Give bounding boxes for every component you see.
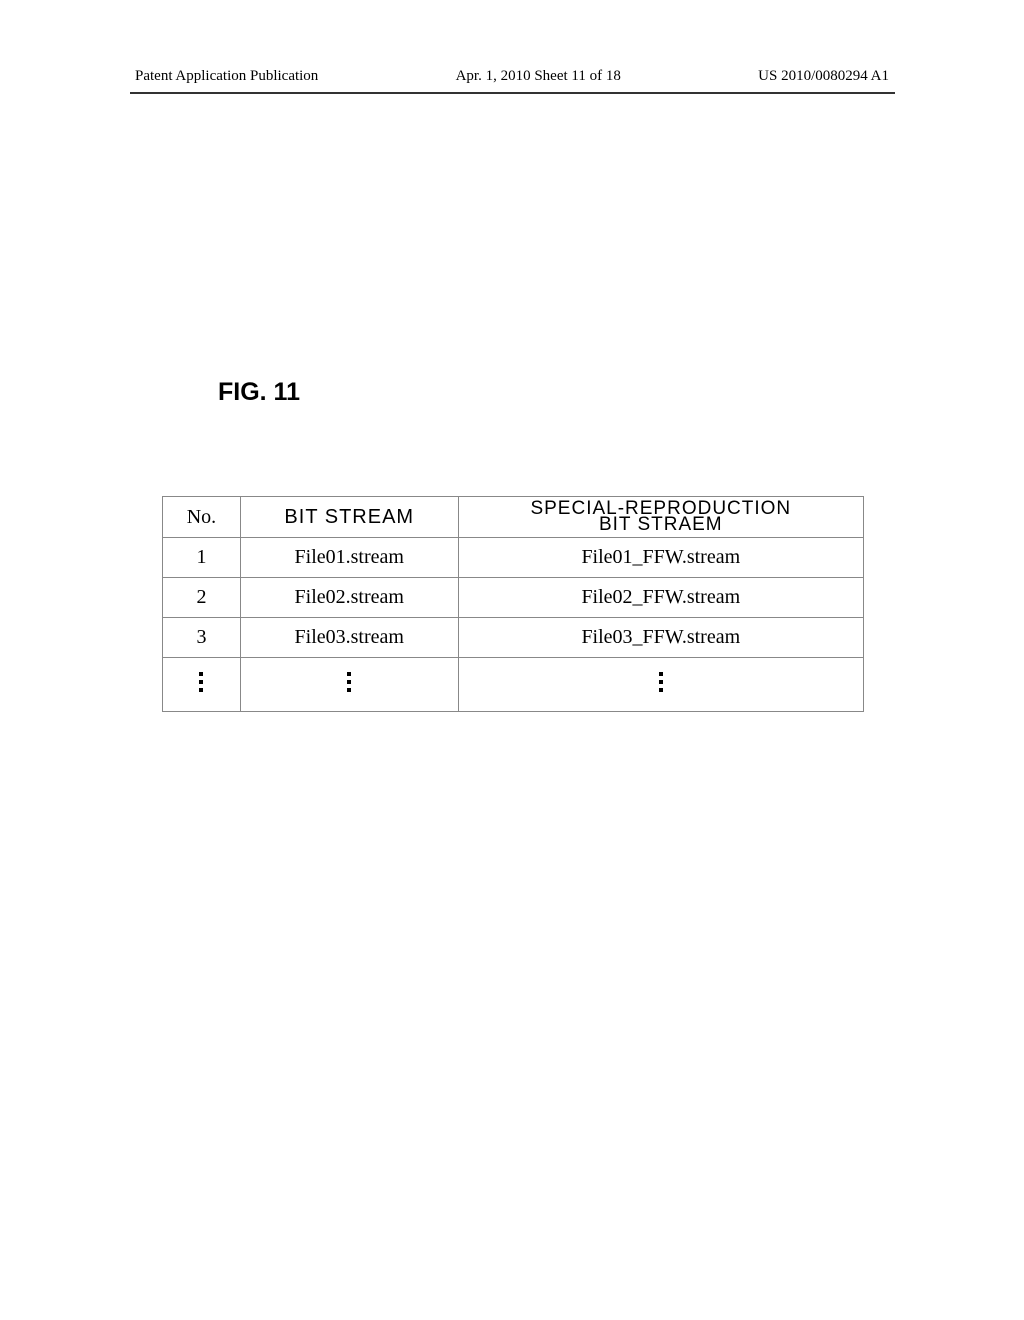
table-header-row: No. BIT STREAM SPECIAL-REPRODUCTION BIT … xyxy=(163,497,864,538)
cell-stream: File02.stream xyxy=(240,578,458,618)
figure-label: FIG. 11 xyxy=(218,378,300,407)
cell-vdots xyxy=(163,658,241,712)
header-publication: Patent Application Publication xyxy=(135,68,318,85)
col-header-no: No. xyxy=(163,497,241,538)
cell-special: File03_FFW.stream xyxy=(458,618,863,658)
header-patent-number: US 2010/0080294 A1 xyxy=(758,68,889,85)
cell-vdots xyxy=(240,658,458,712)
stream-table-wrap: No. BIT STREAM SPECIAL-REPRODUCTION BIT … xyxy=(162,496,864,712)
table-row: 2 File02.stream File02_FFW.stream xyxy=(163,578,864,618)
cell-special: File01_FFW.stream xyxy=(458,538,863,578)
cell-vdots xyxy=(458,658,863,712)
cell-stream: File03.stream xyxy=(240,618,458,658)
cell-stream: File01.stream xyxy=(240,538,458,578)
cell-no: 1 xyxy=(163,538,241,578)
table-row: 1 File01.stream File01_FFW.stream xyxy=(163,538,864,578)
header-divider xyxy=(130,92,895,94)
table-row: 3 File03.stream File03_FFW.stream xyxy=(163,618,864,658)
header-date-sheet: Apr. 1, 2010 Sheet 11 of 18 xyxy=(456,68,621,85)
col-header-bitstream: BIT STREAM xyxy=(240,497,458,538)
cell-no: 2 xyxy=(163,578,241,618)
table-row-continuation xyxy=(163,658,864,712)
col-header-special: SPECIAL-REPRODUCTION BIT STRAEM xyxy=(458,497,863,538)
cell-no: 3 xyxy=(163,618,241,658)
page-header: Patent Application Publication Apr. 1, 2… xyxy=(0,68,1024,85)
cell-special: File02_FFW.stream xyxy=(458,578,863,618)
col-header-special-line2: BIT STRAEM xyxy=(599,514,723,535)
stream-table: No. BIT STREAM SPECIAL-REPRODUCTION BIT … xyxy=(162,496,864,712)
